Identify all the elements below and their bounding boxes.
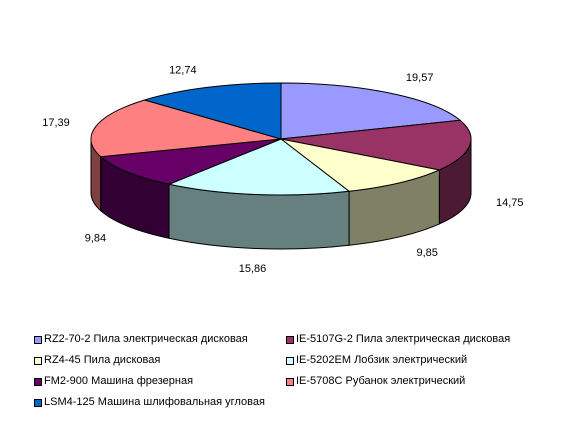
pie-sides <box>90 138 472 250</box>
legend-item: IE-5107G-2 Пила электрическая дисковая <box>286 333 510 346</box>
pie-data-label: 14,75 <box>496 197 524 209</box>
pie-slice <box>142 82 282 140</box>
legend-item: RZ4-45 Пила дисковая <box>34 354 160 367</box>
legend-label: IE-5107G-2 Пила электрическая дисковая <box>296 333 511 345</box>
legend-label: RZ2-70-2 Пила электрическая дисковая <box>44 333 248 345</box>
pie-slice <box>99 138 282 185</box>
legend-swatch <box>34 335 42 344</box>
legend-label: IE-5202EM Лобзик электрический <box>296 354 468 366</box>
pie-data-label: 9,85 <box>416 247 437 259</box>
legend-item: IE-5708C Рубанок электрический <box>286 375 465 388</box>
legend-swatch <box>34 398 42 407</box>
legend-label: IE-5708C Рубанок электрический <box>296 375 466 387</box>
legend-swatch <box>286 377 294 386</box>
pie-data-label: 15,86 <box>239 263 267 275</box>
pie-data-label: 12,74 <box>169 64 197 76</box>
legend-item: FM2-900 Машина фрезерная <box>34 375 193 388</box>
pie-data-label: 17,39 <box>42 117 70 129</box>
pie-slice <box>280 138 441 192</box>
pie-slice <box>280 119 472 171</box>
pie-data-label: 9,84 <box>85 233 106 245</box>
pie-slice <box>167 138 351 196</box>
legend-swatch <box>34 356 42 365</box>
legend-item: RZ2-70-2 Пила электрическая дисковая <box>34 333 248 346</box>
legend-label: LSM4-125 Машина шлифовальная угловая <box>44 396 265 408</box>
pie-slice <box>280 82 462 140</box>
legend-swatch <box>286 335 294 344</box>
legend-item: LSM4-125 Машина шлифовальная угловая <box>34 396 265 409</box>
pie-slice <box>90 99 282 158</box>
pie-data-label: 19,57 <box>406 72 434 84</box>
pie-data-labels: 19,57 14,75 9,85 15,86 9,84 17,39 12,74 <box>42 64 523 275</box>
pie-chart: 19,57 14,75 9,85 15,86 9,84 17,39 12,74 <box>42 64 523 275</box>
pie-slices <box>90 82 472 196</box>
legend-item: IE-5202EM Лобзик электрический <box>286 354 467 367</box>
legend-swatch <box>286 356 294 365</box>
legend-swatch <box>34 377 42 386</box>
legend-label: FM2-900 Машина фрезерная <box>44 375 194 387</box>
legend-label: RZ4-45 Пила дисковая <box>44 354 161 366</box>
